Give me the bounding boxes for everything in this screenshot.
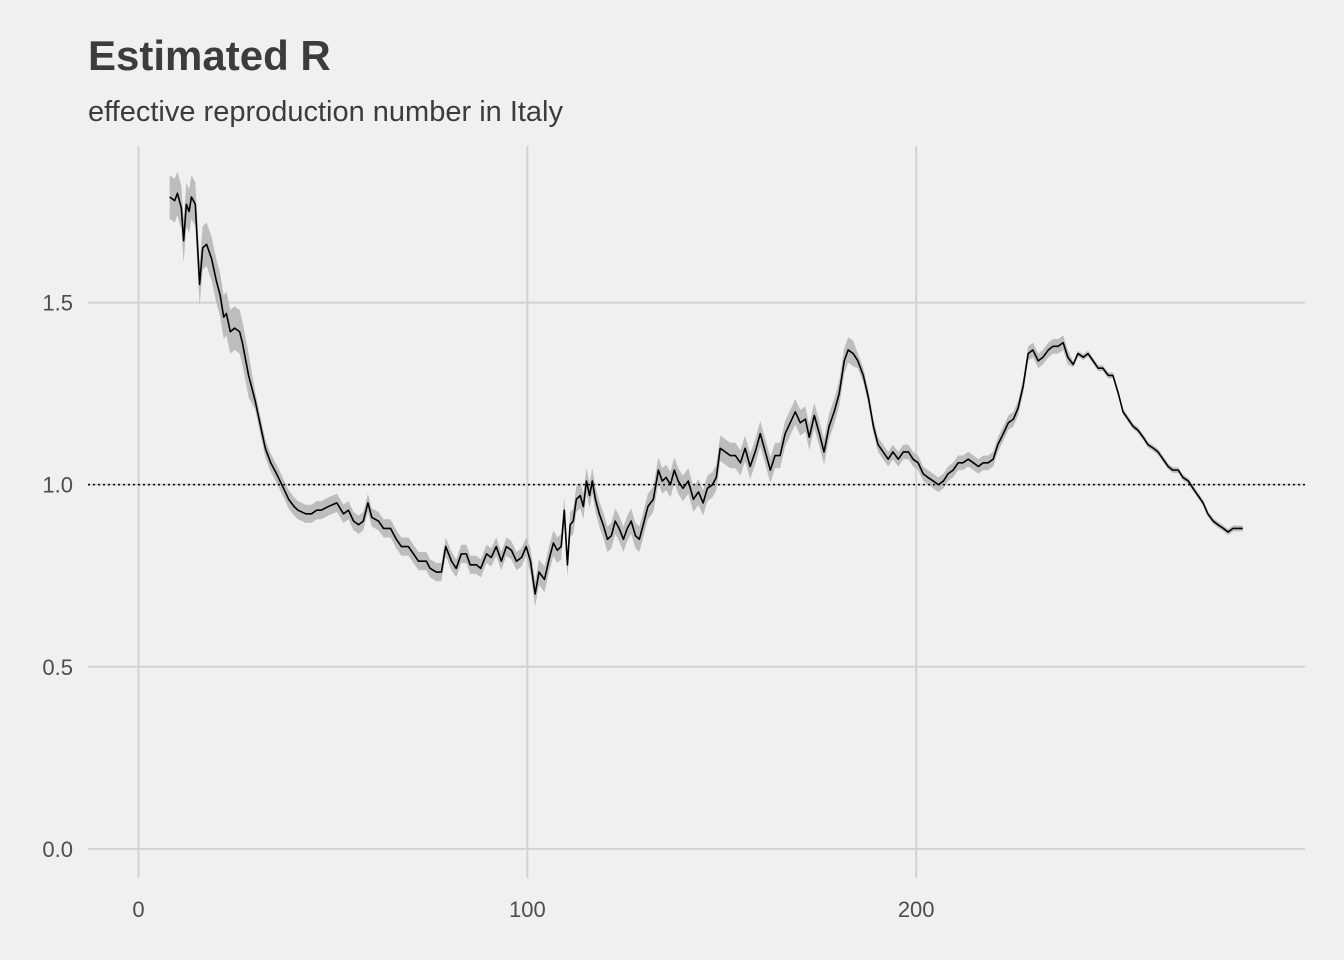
y-tick-label: 0.0 (42, 837, 73, 862)
x-tick-label: 100 (509, 897, 546, 922)
chart-title: Estimated R (88, 32, 331, 79)
y-tick-label: 1.0 (42, 473, 73, 498)
x-tick-label: 200 (898, 897, 935, 922)
confidence-ribbon-group (169, 171, 1243, 607)
y-tick-label: 1.5 (42, 291, 73, 316)
r-estimate-line (169, 192, 1243, 595)
y-tick-label: 0.5 (42, 655, 73, 680)
x-tick-label: 0 (132, 897, 144, 922)
gridlines (88, 146, 1305, 878)
series-line-group (169, 192, 1243, 595)
confidence-ribbon (169, 171, 1243, 607)
tick-labels: 0 100 200 0.0 0.5 1.0 1.5 (42, 291, 934, 922)
chart-subtitle: effective reproduction number in Italy (88, 96, 564, 128)
